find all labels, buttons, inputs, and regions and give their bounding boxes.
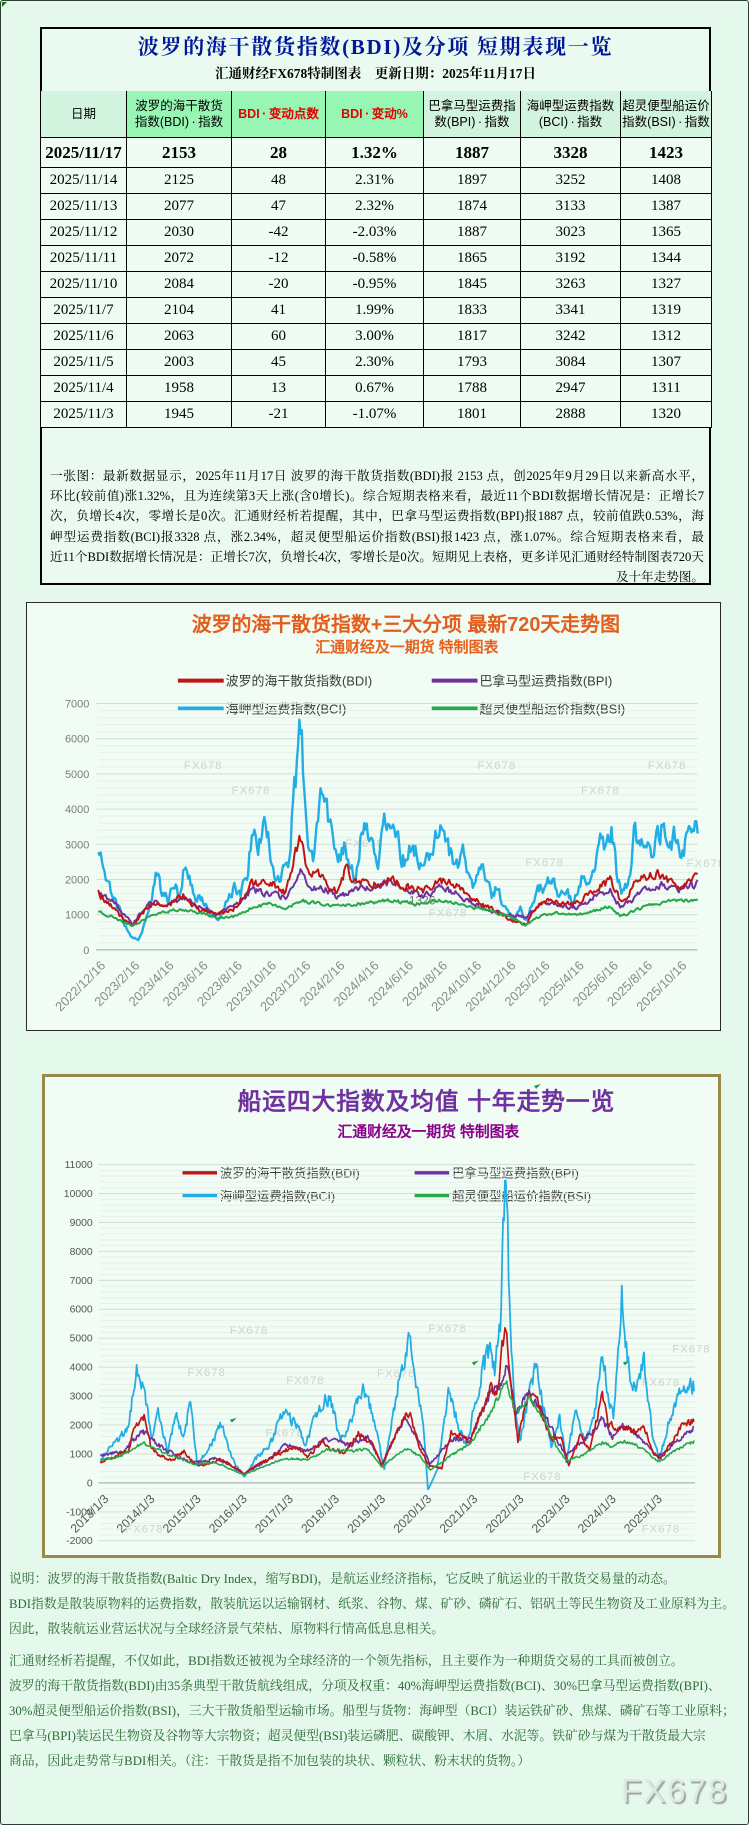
svg-text:0: 0: [83, 945, 89, 957]
svg-text:11000: 11000: [65, 1160, 93, 1171]
svg-text:FX678: FX678: [184, 760, 223, 772]
svg-text:FX678: FX678: [428, 1323, 466, 1335]
svg-text:FX678: FX678: [642, 1523, 680, 1535]
svg-text:巴拿马型运费指数(BPI): 巴拿马型运费指数(BPI): [480, 674, 613, 689]
svg-text:FX678: FX678: [648, 760, 687, 772]
svg-text:FX678: FX678: [345, 838, 384, 850]
svg-text:汇通财经及一期货 特制图表: 汇通财经及一期货 特制图表: [338, 1122, 520, 1140]
svg-text:FX678: FX678: [232, 785, 271, 797]
svg-text:7000: 7000: [70, 1276, 93, 1287]
svg-text:8000: 8000: [70, 1247, 93, 1258]
svg-text:9000: 9000: [70, 1218, 93, 1229]
svg-text:-1000: -1000: [66, 1507, 93, 1518]
svg-text:波罗的海干散货指数(BDI): 波罗的海干散货指数(BDI): [220, 1166, 360, 1181]
svg-text:FX678: FX678: [687, 858, 721, 870]
svg-text:10000: 10000: [64, 1189, 93, 1200]
svg-text:3000: 3000: [70, 1392, 93, 1403]
svg-text:FX678: FX678: [478, 760, 517, 772]
svg-text:4000: 4000: [70, 1363, 93, 1374]
svg-text:3000: 3000: [65, 839, 89, 851]
svg-text:FX678: FX678: [286, 1375, 324, 1387]
svg-text:海岬型运费指数(BCI): 海岬型运费指数(BCI): [226, 701, 347, 716]
svg-text:波罗的海干散货指数(BDI): 波罗的海干散货指数(BDI): [226, 674, 372, 689]
svg-text:汇通财经及一期货 特制图表: 汇通财经及一期货 特制图表: [315, 638, 498, 656]
svg-text:FX678: FX678: [230, 1325, 268, 1337]
svg-text:FX678: FX678: [672, 1344, 710, 1356]
svg-text:1000: 1000: [70, 1449, 93, 1460]
svg-text:FX678: FX678: [377, 1368, 415, 1380]
svg-text:FX678: FX678: [523, 1471, 561, 1483]
svg-text:FX678: FX678: [581, 785, 620, 797]
svg-text:4000: 4000: [65, 804, 89, 816]
svg-text:巴拿马型运费指数(BPI): 巴拿马型运费指数(BPI): [452, 1166, 579, 1181]
svg-text:FX678: FX678: [525, 857, 564, 869]
svg-text:2000: 2000: [65, 874, 89, 886]
svg-text:6000: 6000: [65, 734, 89, 746]
svg-text:0: 0: [87, 1478, 93, 1489]
svg-text:FX678: FX678: [642, 1377, 680, 1389]
svg-text:海岬型运费指数(BCI): 海岬型运费指数(BCI): [220, 1188, 335, 1203]
svg-text:-2000: -2000: [66, 1536, 93, 1547]
svg-text:6000: 6000: [70, 1305, 93, 1316]
svg-text:2000: 2000: [70, 1420, 93, 1431]
svg-text:FX678: FX678: [187, 1367, 225, 1379]
svg-text:超灵便型船运价指数(BSI): 超灵便型船运价指数(BSI): [452, 1188, 591, 1203]
svg-text:1000: 1000: [65, 910, 89, 922]
svg-text:FX678: FX678: [125, 1523, 163, 1535]
svg-text:7000: 7000: [65, 699, 89, 711]
svg-text:5000: 5000: [70, 1334, 93, 1345]
svg-text:FX678: FX678: [429, 908, 468, 920]
svg-text:5000: 5000: [65, 769, 89, 781]
svg-text:船运四大指数及均值 十年走势一览: 船运四大指数及均值 十年走势一览: [238, 1088, 616, 1116]
svg-text:超灵便型船运价指数(BSI): 超灵便型船运价指数(BSI): [480, 701, 626, 716]
svg-text:波罗的海干散货指数+三大分项 最新720天走势图: 波罗的海干散货指数+三大分项 最新720天走势图: [192, 612, 620, 636]
